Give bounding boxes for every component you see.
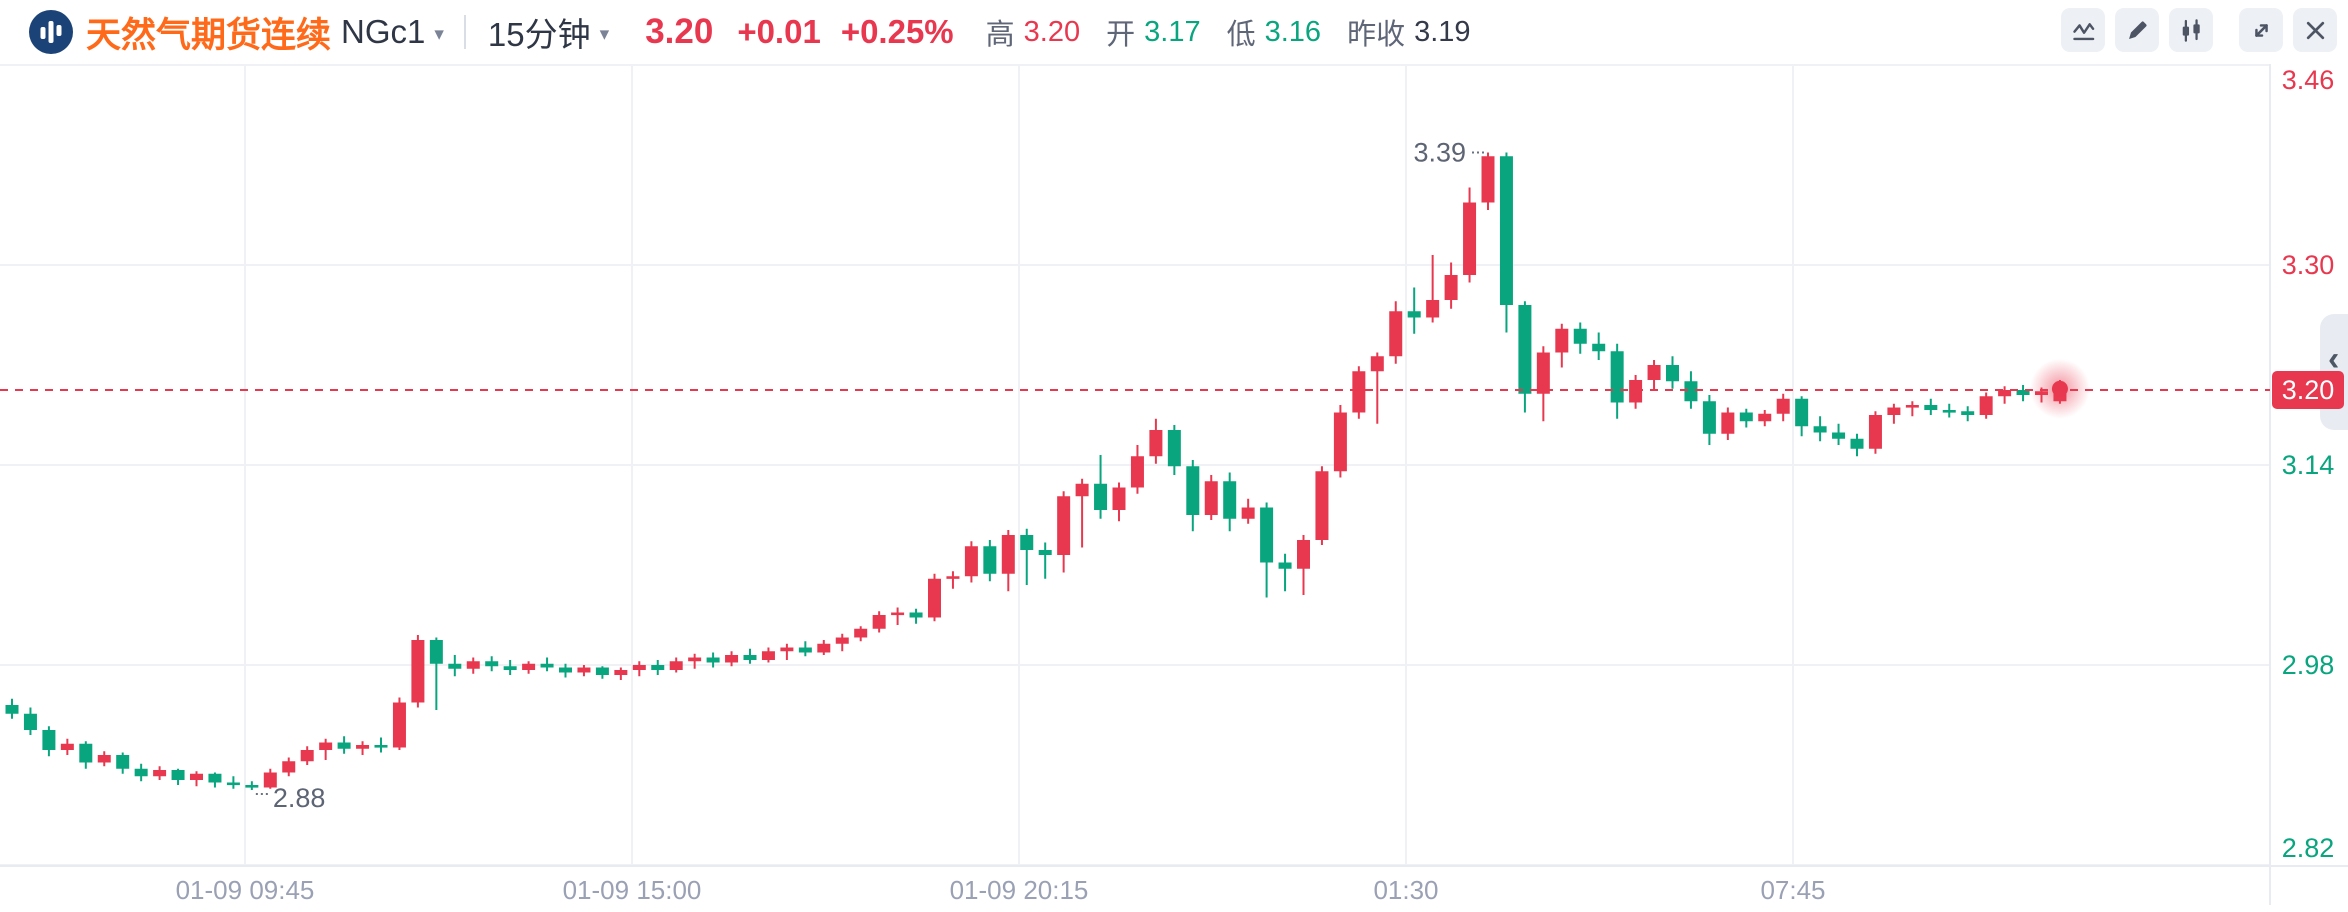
close-chart-button[interactable]: [2293, 8, 2337, 52]
symbol-selector[interactable]: NGc1 ▾: [341, 13, 444, 51]
svg-text:01-09 15:00: 01-09 15:00: [563, 875, 702, 905]
chevron-down-icon: ▾: [434, 23, 444, 45]
svg-text:3.30: 3.30: [2282, 250, 2335, 280]
symbol-label: NGc1: [341, 13, 426, 50]
candle-type-button[interactable]: [2169, 8, 2213, 52]
header-divider: [463, 15, 466, 49]
chart-style-button[interactable]: [2061, 8, 2105, 52]
price-change: +0.01: [737, 13, 821, 50]
chart-toolbar: [2061, 8, 2337, 52]
drawing-tools-button[interactable]: [2115, 8, 2159, 52]
chevron-left-icon: ‹: [2328, 340, 2339, 378]
last-price: 3.20: [645, 12, 714, 51]
svg-text:01:30: 01:30: [1373, 875, 1438, 905]
svg-text:3.14: 3.14: [2282, 450, 2335, 480]
chevron-down-icon: ▾: [599, 23, 610, 45]
pencil-icon: [2124, 17, 2151, 44]
timeframe-label: 15分钟: [487, 16, 591, 53]
volume-bars-icon: [28, 9, 74, 55]
stat-open: 开 3.17: [1106, 15, 1201, 52]
stat-prev-close: 昨收 3.19: [1347, 15, 1471, 52]
svg-text:07:45: 07:45: [1760, 875, 1825, 905]
instrument-name: 天然气期货连续: [86, 15, 332, 55]
svg-text:3.39: 3.39: [1413, 138, 1466, 168]
stat-low: 低 3.16: [1226, 15, 1322, 52]
svg-text:3.46: 3.46: [2282, 65, 2335, 95]
svg-text:01-09 09:45: 01-09 09:45: [176, 875, 315, 905]
chart-header: 天然气期货连续 NGc1 ▾ 15分钟 ▾ 3.20 +0.01 +0.25% …: [0, 0, 2348, 64]
timeframe-selector[interactable]: 15分钟 ▾: [488, 8, 609, 56]
indicator-line-icon: [2070, 17, 2097, 44]
fullscreen-button[interactable]: [2239, 8, 2283, 52]
svg-text:2.98: 2.98: [2282, 650, 2335, 680]
price-change-percent: +0.25%: [840, 13, 954, 50]
close-x-icon: [2302, 17, 2329, 44]
session-stats: 高 3.20 开 3.17 低 3.16 昨收 3.19: [986, 11, 1497, 53]
svg-text:01-09 20:15: 01-09 20:15: [950, 875, 1089, 905]
svg-text:3.20: 3.20: [2282, 375, 2335, 405]
current-price-badge: [2272, 371, 2344, 409]
stat-high: 高 3.20: [985, 15, 1081, 52]
candlestick-icon: [2178, 17, 2205, 44]
svg-text:2.82: 2.82: [2282, 833, 2335, 863]
svg-text:2.88: 2.88: [273, 783, 326, 813]
expand-arrows-icon: [2248, 17, 2275, 44]
